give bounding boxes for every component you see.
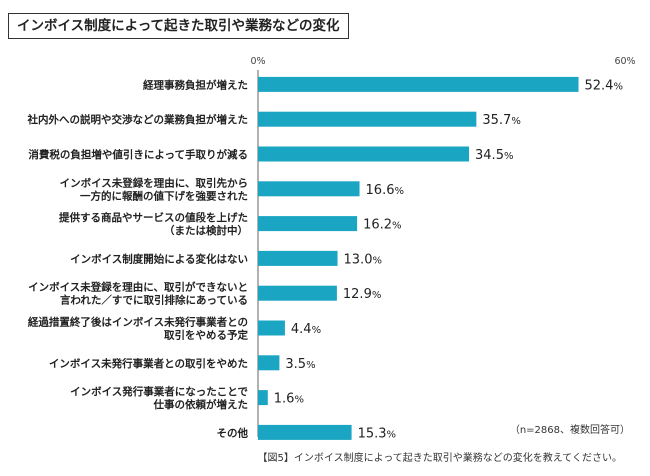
value-label: 1.6%	[274, 392, 304, 407]
category-label: インボイス制度開始による変化はない	[70, 252, 248, 265]
value-unit: %	[387, 429, 397, 440]
category-label: 経理事務負担が増えた	[143, 78, 248, 91]
value-label: 35.7%	[482, 113, 520, 128]
category-label: 一方的に報酬の値下げを強要された	[80, 189, 248, 202]
value-unit: %	[294, 395, 304, 406]
category-label: インボイス未発行事業者との取引をやめた	[49, 357, 248, 370]
bar	[258, 390, 268, 406]
value-label: 52.4%	[585, 78, 623, 93]
bar	[258, 76, 579, 92]
category-label: 消費税の負担増や値引きによって手取りが減る	[28, 148, 248, 161]
category-label: インボイス未登録を理由に、取引先から	[60, 176, 248, 189]
value-label: 13.0%	[344, 252, 382, 267]
bar	[258, 250, 338, 266]
value-unit: %	[511, 116, 521, 127]
bar	[258, 216, 358, 232]
bar	[258, 285, 337, 301]
value-label: 4.4%	[291, 322, 321, 337]
category-label: 言われた／すでに取引排除にあっている	[60, 294, 248, 307]
value-unit: %	[312, 325, 322, 336]
value-label: 15.3%	[358, 426, 396, 441]
bar	[258, 320, 285, 336]
tick-label: 60%	[614, 56, 635, 67]
value-unit: %	[372, 290, 382, 301]
value-unit: %	[504, 151, 514, 162]
value-unit: %	[394, 186, 404, 197]
category-label: インボイス発行事業者になったことで	[70, 385, 248, 398]
tick-label: 0%	[250, 56, 265, 67]
value-unit: %	[613, 81, 623, 92]
value-label: 16.6%	[366, 183, 404, 198]
value-unit: %	[372, 255, 382, 266]
value-unit: %	[392, 221, 402, 232]
category-label: インボイス未登録を理由に、取引ができないと	[28, 281, 248, 294]
bar	[258, 355, 280, 371]
category-label: （または検討中）	[164, 224, 248, 237]
value-label: 12.9%	[343, 287, 381, 302]
figure-caption: 【図5】インボイス制度によって起きた取引や業務などの変化を教えてください。	[257, 453, 622, 464]
bar	[258, 146, 470, 162]
category-label: 提供する商品やサービスの値段を上げた	[59, 211, 248, 224]
chart-title: インボイス制度によって起きた取引や業務などの変化	[8, 13, 349, 39]
bar	[258, 111, 477, 127]
category-label: 経過措置終了後はインボイス未発行事業者との	[28, 316, 248, 329]
category-label: 仕事の依頼が増えた	[153, 398, 249, 411]
value-label: 34.5%	[475, 148, 513, 163]
category-label: その他	[217, 426, 249, 439]
sample-note: （n=2868、複数回答可）	[509, 425, 630, 436]
value-label: 16.2%	[363, 218, 401, 233]
bar	[258, 424, 352, 440]
bar	[258, 181, 360, 197]
category-label: 社内外への説明や交渉などの業務負担が増えた	[27, 113, 249, 126]
value-unit: %	[306, 360, 316, 371]
value-label: 3.5%	[285, 357, 315, 372]
category-label: 取引をやめる予定	[164, 329, 248, 342]
